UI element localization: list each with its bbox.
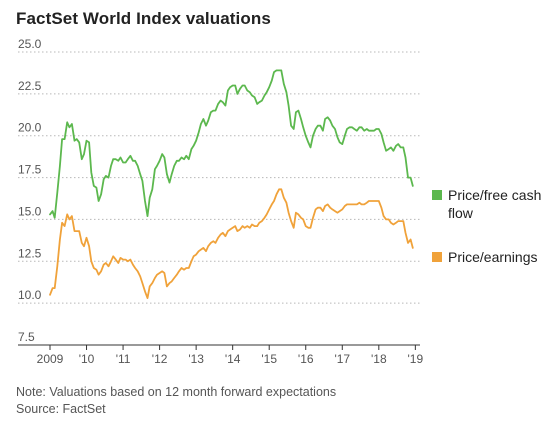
- legend-swatch: [432, 252, 442, 262]
- y-tick-label: 22.5: [18, 79, 42, 93]
- legend-label: Price/free cash flow: [448, 187, 541, 221]
- legend: Price/free cash flow Price/earnings: [432, 187, 541, 265]
- x-tick-label: '13: [188, 352, 204, 366]
- y-tick-label: 25.0: [18, 37, 42, 51]
- y-tick-label: 17.5: [18, 163, 42, 177]
- y-tick-label: 20.0: [18, 121, 42, 135]
- y-axis-ticks: 25.0 22.5 20.0 17.5 15.0 12.5 10.0 7.5: [18, 37, 42, 344]
- x-tick-label: '18: [371, 352, 387, 366]
- x-axis-ticks: 2009 '10 '11 '12 '13 '14 '15 '16 '17 '18 '19: [37, 345, 424, 366]
- y-tick-label: 10.0: [18, 288, 42, 302]
- x-tick-label: '12: [152, 352, 168, 366]
- x-tick-label: '14: [225, 352, 241, 366]
- grid: [18, 51, 420, 346]
- y-tick-label: 7.5: [18, 330, 35, 344]
- x-tick-label: '11: [116, 352, 131, 366]
- footnote: Note: Valuations based on 12 month forwa…: [16, 384, 336, 418]
- note-text: Note: Valuations based on 12 month forwa…: [16, 385, 337, 399]
- chart-title: FactSet World Index valuations: [16, 9, 271, 28]
- series-lines: [49, 69, 414, 299]
- y-tick-label: 15.0: [18, 204, 42, 218]
- x-tick-label: '19: [408, 352, 424, 366]
- x-tick-label: 2009: [37, 352, 64, 366]
- x-tick-label: '10: [79, 352, 95, 366]
- series-line-price-earnings: [49, 188, 414, 299]
- source-text: Source: FactSet: [16, 402, 106, 416]
- legend-label: Price/earnings: [448, 249, 538, 265]
- y-tick-label: 12.5: [18, 246, 42, 260]
- line-chart: 25.0 22.5 20.0 17.5 15.0 12.5 10.0 7.5 2009 '10 '…: [18, 37, 541, 366]
- legend-swatch: [432, 190, 442, 200]
- x-tick-label: '16: [298, 352, 314, 366]
- x-tick-label: '17: [334, 352, 350, 366]
- series-line-price-free-cash-flow: [49, 69, 414, 219]
- x-tick-label: '15: [261, 352, 277, 366]
